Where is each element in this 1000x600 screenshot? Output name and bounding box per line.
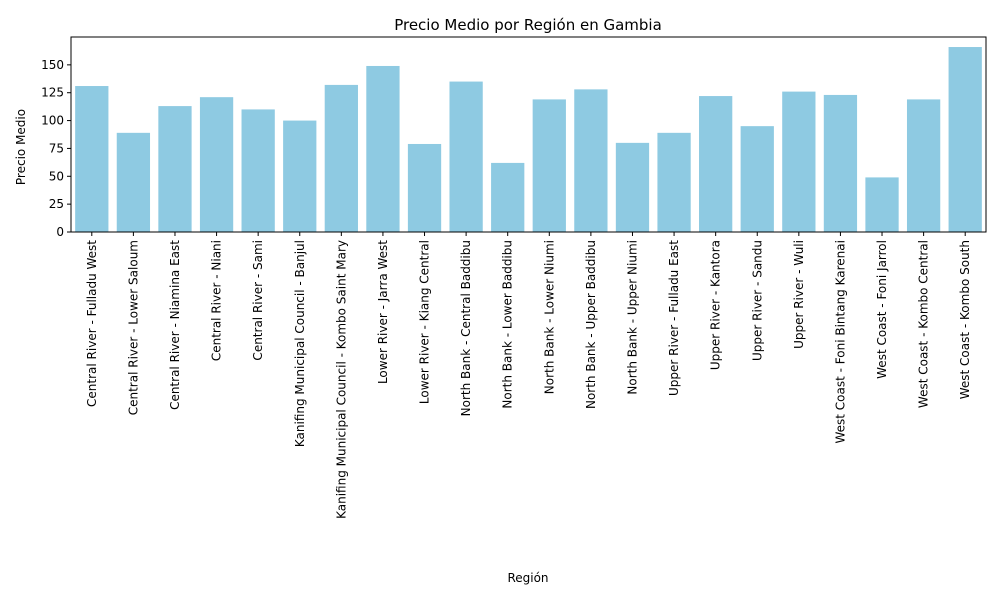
bar-13 xyxy=(615,142,650,232)
bar-11 xyxy=(532,99,566,233)
x-tick-label-4: Central River - Sami xyxy=(251,240,265,361)
x-tick-label-9: North Bank - Central Baddibu xyxy=(459,240,473,416)
bar-14 xyxy=(657,132,691,232)
bar-8 xyxy=(407,143,442,232)
bar-2 xyxy=(158,106,192,232)
x-tick-label-10: North Bank - Lower Baddibu xyxy=(501,240,515,409)
chart-title: Precio Medio por Región en Gambia xyxy=(394,16,662,34)
x-tick-label-15: Upper River - Kantora xyxy=(709,240,723,370)
bar-1 xyxy=(116,132,151,232)
x-tick-label-19: West Coast - Foni Jarrol xyxy=(875,240,889,379)
x-tick-label-20: West Coast - Kombo Central xyxy=(917,240,931,408)
bar-6 xyxy=(324,84,358,233)
x-axis-label: Región xyxy=(507,571,548,585)
bars-group xyxy=(75,47,982,233)
y-tick-label-5: 125 xyxy=(41,86,64,100)
bar-4 xyxy=(241,109,275,232)
bar-12 xyxy=(574,89,608,232)
y-tick-label-6: 150 xyxy=(41,58,64,72)
x-tick-label-18: West Coast - Foni Bintang Karenai xyxy=(833,240,847,444)
bar-0 xyxy=(75,86,109,233)
x-tick-label-0: Central River - Fulladu West xyxy=(85,240,99,407)
x-tick-label-17: Upper River - Wuli xyxy=(792,240,806,349)
bar-21 xyxy=(948,47,982,233)
bar-20 xyxy=(906,99,941,233)
y-tick-label-0: 0 xyxy=(56,225,64,239)
x-tick-label-16: Upper River - Sandu xyxy=(750,240,764,361)
bar-3 xyxy=(199,97,234,233)
x-tick-label-2: Central River - Niamina East xyxy=(168,240,182,410)
x-tick-label-3: Central River - Niani xyxy=(210,240,224,361)
x-tick-label-11: North Bank - Lower Niumi xyxy=(542,240,556,394)
y-tick-label-1: 25 xyxy=(49,197,64,211)
x-tick-label-12: North Bank - Upper Baddibu xyxy=(584,240,598,409)
x-tick-label-14: Upper River - Fulladu East xyxy=(667,240,681,396)
bar-17 xyxy=(782,91,816,232)
x-tick-label-5: Kanifing Municipal Council - Banjul xyxy=(293,240,307,447)
bar-9 xyxy=(449,81,483,232)
x-tick-label-13: North Bank - Upper Niumi xyxy=(625,240,639,395)
y-tick-label-3: 75 xyxy=(49,141,64,155)
y-tick-label-4: 100 xyxy=(41,114,64,128)
bar-15 xyxy=(699,96,733,232)
y-axis: 0 25 50 75 100 125 150 xyxy=(41,58,71,239)
y-axis-label: Precio Medio xyxy=(14,109,28,185)
x-axis: Central River - Fulladu West Central Rive… xyxy=(85,232,972,519)
bar-18 xyxy=(823,94,858,232)
bar-5 xyxy=(283,120,317,232)
x-tick-label-21: West Coast - Kombo South xyxy=(958,240,972,399)
x-tick-label-1: Central River - Lower Saloum xyxy=(126,240,140,415)
y-tick-label-2: 50 xyxy=(49,169,64,183)
x-tick-label-7: Lower River - Jarra West xyxy=(376,240,390,384)
bar-19 xyxy=(865,177,899,232)
x-tick-label-6: Kanifing Municipal Council - Kombo Saint… xyxy=(334,240,348,519)
bar-10 xyxy=(491,162,525,232)
x-tick-label-8: Lower River - Kiang Central xyxy=(418,240,432,404)
bar-7 xyxy=(366,65,400,232)
plot-frame xyxy=(70,36,987,233)
bar-16 xyxy=(740,126,774,232)
